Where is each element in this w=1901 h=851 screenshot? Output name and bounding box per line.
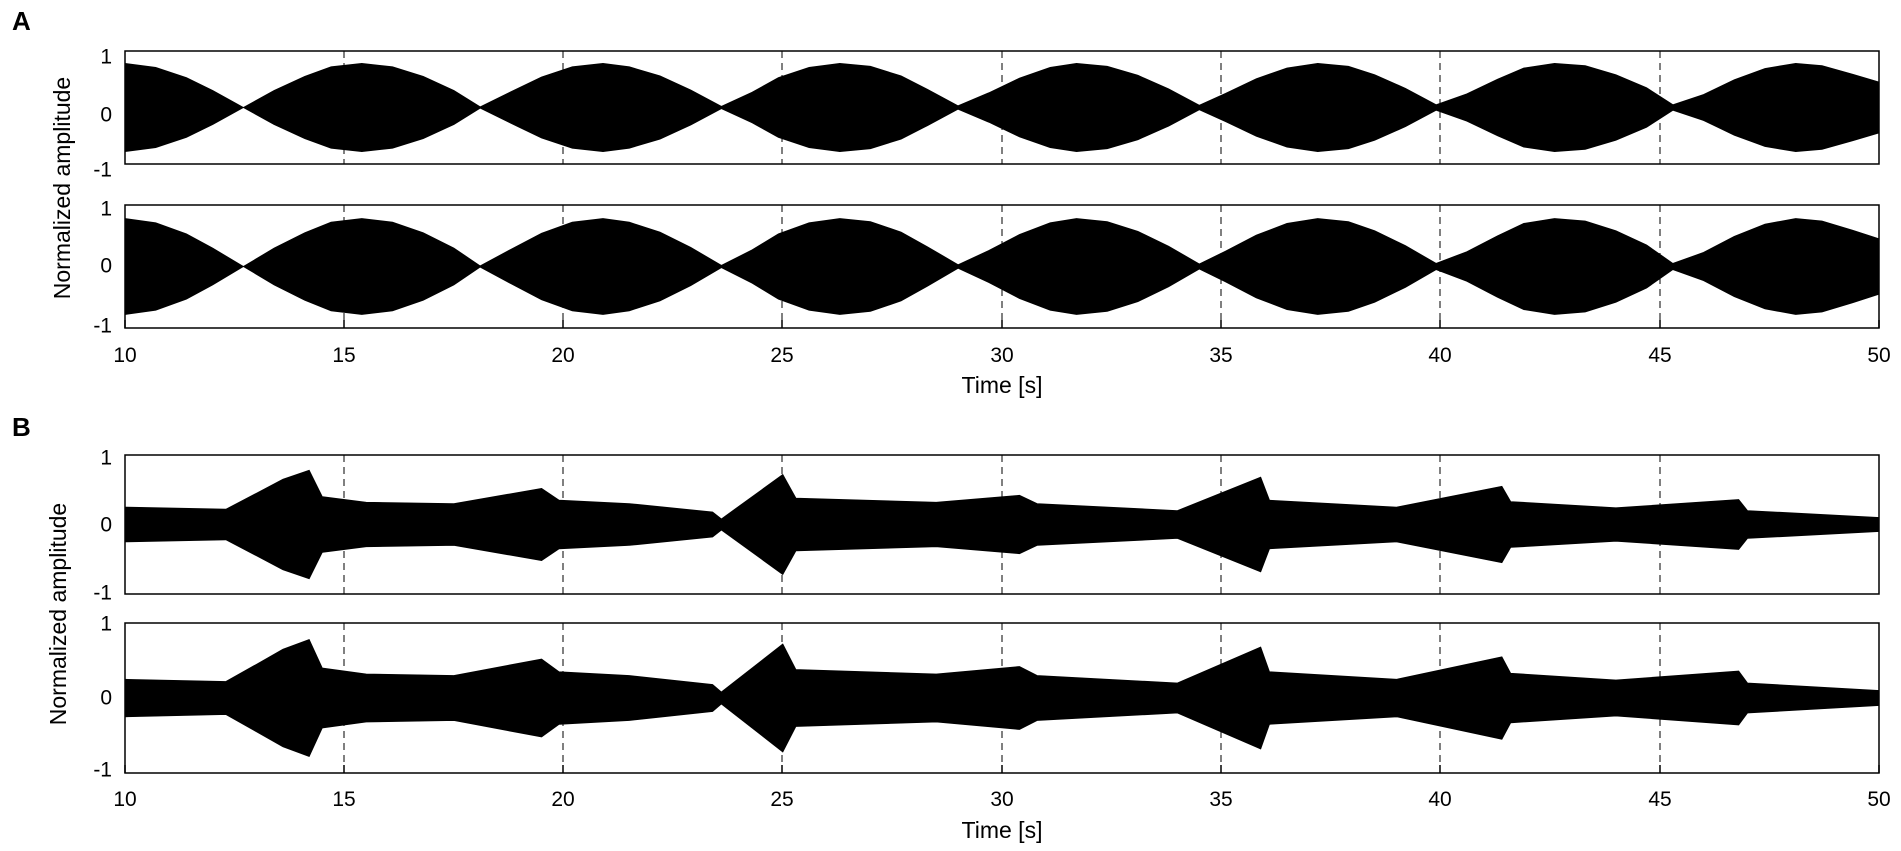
y-tick-label: 0 bbox=[100, 255, 112, 278]
x-tick-label: 45 bbox=[1648, 788, 1671, 811]
x-tick-label: 15 bbox=[332, 344, 355, 367]
x-tick-label: 50 bbox=[1867, 788, 1890, 811]
subplot-a2: 1 0 -1 10 15 20 25 30 35 40 bbox=[93, 198, 1890, 367]
y-tick-label: -1 bbox=[93, 315, 112, 338]
x-tick-label: 30 bbox=[990, 788, 1013, 811]
x-tick-label: 45 bbox=[1648, 344, 1671, 367]
subplot-a1: 1 0 -1 bbox=[93, 46, 1880, 182]
panel-letter-b: B bbox=[12, 412, 31, 442]
subplot-a1-y-ticks: 1 0 -1 bbox=[93, 46, 112, 182]
y-tick-label: -1 bbox=[93, 159, 112, 182]
y-tick-label: 1 bbox=[100, 46, 112, 69]
panel-a-x-ticks: 10 15 20 25 30 35 40 45 50 bbox=[113, 320, 1891, 367]
y-axis-label-a: Normalized amplitude bbox=[49, 77, 75, 299]
y-tick-label: 1 bbox=[100, 613, 112, 636]
panel-letter-a: A bbox=[12, 6, 31, 36]
subplot-a1-frame bbox=[124, 50, 1880, 165]
x-tick-label: 40 bbox=[1428, 788, 1451, 811]
series-envelope-b1 bbox=[124, 469, 1880, 580]
y-tick-label: 0 bbox=[100, 104, 112, 127]
x-tick-label: 35 bbox=[1209, 788, 1232, 811]
x-tick-label: 15 bbox=[332, 788, 355, 811]
subplot-b1: 1 0 -1 bbox=[93, 447, 1880, 605]
subplot-a2-y-ticks: 1 0 -1 bbox=[93, 198, 112, 338]
y-tick-label: 0 bbox=[100, 687, 112, 710]
y-axis-label-b: Normalized amplitude bbox=[45, 503, 71, 725]
panel-b-x-ticks: 10 15 20 25 30 35 40 45 50 bbox=[113, 765, 1891, 811]
x-tick-label: 10 bbox=[113, 344, 136, 367]
y-tick-label: 1 bbox=[100, 198, 112, 221]
x-axis-label-a: Time [s] bbox=[962, 372, 1043, 398]
panel-b: B 1 0 -1 bbox=[12, 412, 1891, 843]
subplot-b1-frame bbox=[124, 454, 1880, 595]
subplot-b2: 1 0 -1 10 15 20 25 30 35 40 bbox=[93, 613, 1890, 811]
x-tick-label: 20 bbox=[551, 788, 574, 811]
y-tick-label: -1 bbox=[93, 582, 112, 605]
x-axis-label-b: Time [s] bbox=[962, 817, 1043, 843]
x-tick-label: 40 bbox=[1428, 344, 1451, 367]
x-tick-label: 50 bbox=[1867, 344, 1890, 367]
y-tick-label: -1 bbox=[93, 759, 112, 782]
x-tick-label: 25 bbox=[770, 344, 793, 367]
x-tick-label: 35 bbox=[1209, 344, 1232, 367]
subplot-b1-y-ticks: 1 0 -1 bbox=[93, 447, 112, 605]
subplot-b2-y-ticks: 1 0 -1 bbox=[93, 613, 112, 782]
y-tick-label: 1 bbox=[100, 447, 112, 470]
x-tick-label: 20 bbox=[551, 344, 574, 367]
x-tick-label: 25 bbox=[770, 788, 793, 811]
series-envelope-b2 bbox=[124, 638, 1880, 758]
y-tick-label: 0 bbox=[100, 514, 112, 537]
x-tick-label: 10 bbox=[113, 788, 136, 811]
x-tick-label: 30 bbox=[990, 344, 1013, 367]
panel-a: A 1 0 -1 bbox=[12, 6, 1891, 398]
